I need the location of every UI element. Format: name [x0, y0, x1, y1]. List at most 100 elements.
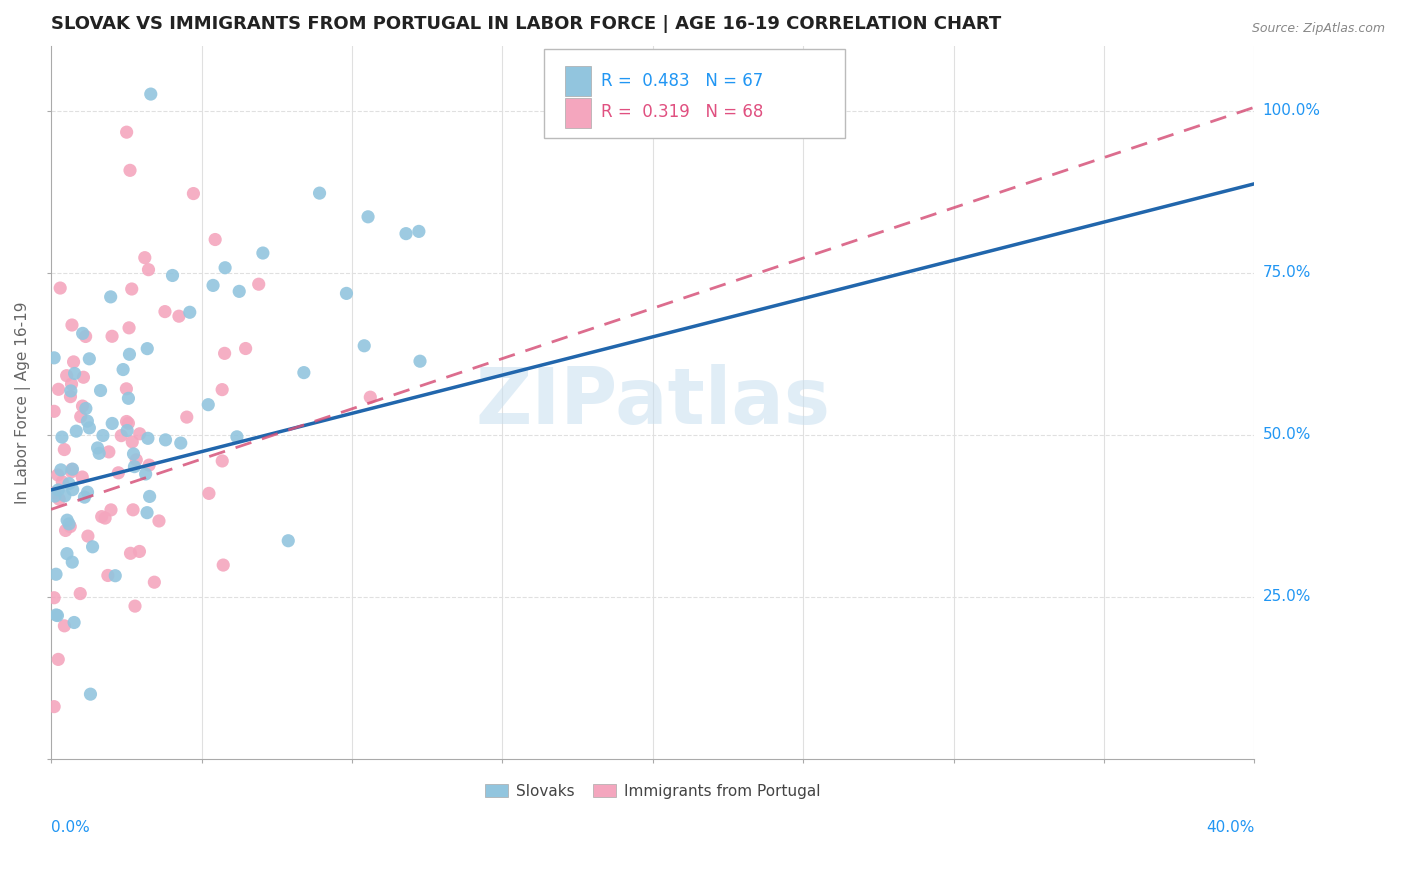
Point: [55, 524, 77, 538]
Point: [292, 366, 315, 380]
Text: ZIPatlas: ZIPatlas: [475, 364, 831, 441]
Point: [48, 382, 70, 396]
Point: [110, 428, 132, 442]
Point: [409, 354, 432, 368]
Point: [121, 434, 143, 449]
Point: [176, 410, 198, 425]
Point: [89, 446, 111, 460]
Point: [79, 421, 101, 435]
Point: [75, 401, 97, 416]
Point: [335, 286, 357, 301]
Point: [117, 416, 139, 430]
Point: [65, 424, 87, 438]
Point: [86, 441, 108, 455]
Legend: Slovaks, Immigrants from Portugal: Slovaks, Immigrants from Portugal: [479, 778, 827, 805]
Point: [115, 382, 138, 396]
Point: [115, 415, 138, 429]
Point: [214, 346, 236, 360]
Point: [48, 492, 70, 507]
Point: [62, 483, 84, 497]
Point: [49, 281, 72, 295]
Point: [118, 321, 141, 335]
Point: [138, 458, 160, 472]
Point: [153, 304, 176, 318]
Point: [46, 483, 69, 497]
Text: Source: ZipAtlas.com: Source: ZipAtlas.com: [1251, 22, 1385, 36]
Point: [69, 586, 91, 600]
Point: [79, 687, 101, 701]
FancyBboxPatch shape: [565, 98, 592, 128]
Point: [55, 368, 77, 383]
Point: [58, 516, 80, 531]
Point: [59, 519, 82, 533]
Point: [46, 467, 69, 482]
Point: [60, 462, 83, 476]
Point: [118, 163, 141, 178]
Point: [162, 268, 184, 283]
Point: [104, 568, 127, 582]
Point: [247, 277, 270, 292]
Point: [167, 309, 190, 323]
Point: [136, 431, 159, 445]
Point: [91, 428, 114, 442]
Point: [60, 377, 83, 392]
Point: [76, 414, 98, 428]
Point: [72, 370, 94, 384]
Point: [138, 490, 160, 504]
Point: [115, 125, 138, 139]
Point: [44, 351, 66, 365]
Point: [101, 417, 124, 431]
Point: [395, 227, 418, 241]
Point: [90, 509, 112, 524]
Text: 75.0%: 75.0%: [1263, 265, 1310, 280]
Text: 25.0%: 25.0%: [1263, 590, 1310, 605]
Point: [155, 433, 177, 447]
FancyBboxPatch shape: [565, 66, 592, 95]
Point: [408, 224, 430, 238]
Point: [94, 511, 117, 525]
Text: 100.0%: 100.0%: [1263, 103, 1320, 118]
Point: [124, 459, 146, 474]
Point: [170, 436, 193, 450]
Point: [135, 467, 157, 481]
Point: [73, 490, 96, 504]
Point: [120, 546, 142, 560]
Text: SLOVAK VS IMMIGRANTS FROM PORTUGAL IN LABOR FORCE | AGE 16-19 CORRELATION CHART: SLOVAK VS IMMIGRANTS FROM PORTUGAL IN LA…: [51, 15, 1001, 33]
Point: [204, 233, 226, 247]
Point: [125, 453, 148, 467]
Point: [121, 282, 143, 296]
Point: [211, 454, 233, 468]
Point: [359, 390, 381, 404]
Point: [90, 384, 112, 398]
Point: [46, 652, 69, 666]
Text: R =  0.319   N = 68: R = 0.319 N = 68: [600, 103, 763, 121]
Point: [59, 390, 82, 404]
Point: [252, 246, 274, 260]
Point: [136, 506, 159, 520]
Point: [211, 383, 233, 397]
Point: [82, 540, 104, 554]
Point: [75, 329, 97, 343]
Point: [44, 699, 66, 714]
Text: 40.0%: 40.0%: [1206, 820, 1254, 835]
Text: 50.0%: 50.0%: [1263, 427, 1310, 442]
Point: [138, 262, 160, 277]
Point: [97, 445, 120, 459]
Point: [128, 544, 150, 558]
Point: [45, 567, 67, 582]
Point: [44, 591, 66, 605]
Point: [100, 503, 122, 517]
Point: [49, 463, 72, 477]
Point: [56, 513, 79, 527]
Y-axis label: In Labor Force | Age 16-19: In Labor Force | Age 16-19: [15, 301, 31, 504]
Point: [45, 607, 67, 622]
Point: [51, 430, 73, 444]
Point: [143, 575, 166, 590]
Point: [122, 503, 145, 517]
Point: [58, 476, 80, 491]
Point: [122, 447, 145, 461]
Point: [72, 326, 94, 341]
FancyBboxPatch shape: [544, 49, 845, 138]
Point: [235, 342, 257, 356]
Point: [44, 489, 66, 503]
